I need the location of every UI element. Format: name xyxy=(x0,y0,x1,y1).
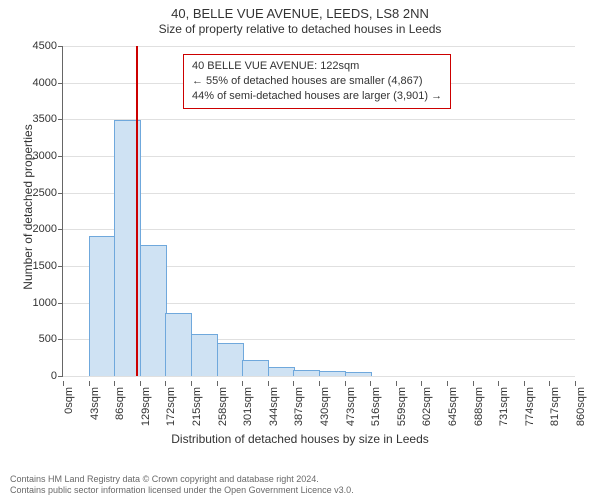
histogram-bar xyxy=(165,313,192,376)
x-tick-mark xyxy=(63,381,64,386)
x-tick-mark xyxy=(396,381,397,386)
x-tick-label: 172sqm xyxy=(165,387,177,426)
x-tick-label: 860sqm xyxy=(575,387,587,426)
y-tick-label: 4500 xyxy=(33,40,57,52)
histogram-bar xyxy=(191,334,218,376)
y-tick-mark xyxy=(58,339,63,340)
x-tick-label: 645sqm xyxy=(447,387,459,426)
annotation-line: 44% of semi-detached houses are larger (… xyxy=(192,89,442,104)
x-tick-label: 688sqm xyxy=(473,387,485,426)
x-tick-label: 731sqm xyxy=(498,387,510,426)
y-tick-label: 1500 xyxy=(33,260,57,272)
x-tick-mark xyxy=(217,381,218,386)
x-tick-label: 301sqm xyxy=(242,387,254,426)
histogram-bar xyxy=(242,360,269,376)
y-axis-label: Number of detached properties xyxy=(21,107,35,307)
grid-line xyxy=(63,376,575,377)
annotation-box: 40 BELLE VUE AVENUE: 122sqm← 55% of deta… xyxy=(183,54,451,109)
x-tick-mark xyxy=(242,381,243,386)
y-tick-mark xyxy=(58,266,63,267)
x-tick-mark xyxy=(447,381,448,386)
histogram-bar xyxy=(217,343,244,376)
property-size-marker xyxy=(136,46,138,376)
y-tick-label: 3500 xyxy=(33,113,57,125)
grid-line xyxy=(63,46,575,47)
histogram-bar xyxy=(268,367,295,376)
page-title-line2: Size of property relative to detached ho… xyxy=(0,22,600,37)
histogram-bar xyxy=(293,370,320,377)
x-tick-mark xyxy=(268,381,269,386)
histogram-plot: 0500100015002000250030003500400045000sqm… xyxy=(62,46,575,377)
y-tick-label: 2500 xyxy=(33,187,57,199)
y-tick-mark xyxy=(58,46,63,47)
y-tick-label: 2000 xyxy=(33,223,57,235)
y-tick-mark xyxy=(58,303,63,304)
histogram-bar xyxy=(140,245,167,376)
x-tick-label: 602sqm xyxy=(421,387,433,426)
x-tick-label: 430sqm xyxy=(319,387,331,426)
page-title-line1: 40, BELLE VUE AVENUE, LEEDS, LS8 2NN xyxy=(0,0,600,22)
x-tick-label: 43sqm xyxy=(89,387,101,420)
y-tick-mark xyxy=(58,376,63,377)
x-tick-label: 774sqm xyxy=(524,387,536,426)
x-tick-label: 129sqm xyxy=(140,387,152,426)
x-tick-mark xyxy=(191,381,192,386)
x-tick-label: 516sqm xyxy=(370,387,382,426)
y-tick-label: 4000 xyxy=(33,77,57,89)
x-tick-mark xyxy=(370,381,371,386)
y-tick-mark xyxy=(58,119,63,120)
y-tick-mark xyxy=(58,193,63,194)
annotation-line: 40 BELLE VUE AVENUE: 122sqm xyxy=(192,59,442,74)
x-tick-mark xyxy=(114,381,115,386)
y-tick-mark xyxy=(58,156,63,157)
footer-line2: Contains public sector information licen… xyxy=(10,485,354,496)
annotation-line: ← 55% of detached houses are smaller (4,… xyxy=(192,74,442,89)
x-tick-label: 258sqm xyxy=(217,387,229,426)
x-tick-label: 215sqm xyxy=(191,387,203,426)
x-tick-mark xyxy=(165,381,166,386)
histogram-bar xyxy=(345,372,372,376)
y-tick-label: 0 xyxy=(51,370,57,382)
x-tick-mark xyxy=(549,381,550,386)
x-tick-mark xyxy=(89,381,90,386)
x-tick-mark xyxy=(498,381,499,386)
x-tick-mark xyxy=(421,381,422,386)
x-tick-label: 473sqm xyxy=(345,387,357,426)
x-tick-mark xyxy=(524,381,525,386)
x-axis-label: Distribution of detached houses by size … xyxy=(0,432,600,446)
x-tick-label: 344sqm xyxy=(268,387,280,426)
x-tick-mark xyxy=(473,381,474,386)
histogram-bar xyxy=(89,236,116,376)
y-tick-label: 3000 xyxy=(33,150,57,162)
footer-line1: Contains HM Land Registry data © Crown c… xyxy=(10,474,354,485)
footer-attribution: Contains HM Land Registry data © Crown c… xyxy=(10,474,354,496)
x-tick-mark xyxy=(575,381,576,386)
y-tick-label: 500 xyxy=(39,333,57,345)
x-tick-label: 559sqm xyxy=(396,387,408,426)
histogram-bar xyxy=(319,371,346,376)
x-tick-label: 86sqm xyxy=(114,387,126,420)
y-tick-mark xyxy=(58,229,63,230)
x-tick-mark xyxy=(319,381,320,386)
y-tick-mark xyxy=(58,83,63,84)
x-tick-label: 0sqm xyxy=(63,387,75,414)
x-tick-label: 387sqm xyxy=(293,387,305,426)
x-tick-mark xyxy=(293,381,294,386)
x-tick-mark xyxy=(345,381,346,386)
y-tick-label: 1000 xyxy=(33,297,57,309)
x-tick-mark xyxy=(140,381,141,386)
x-tick-label: 817sqm xyxy=(549,387,561,426)
